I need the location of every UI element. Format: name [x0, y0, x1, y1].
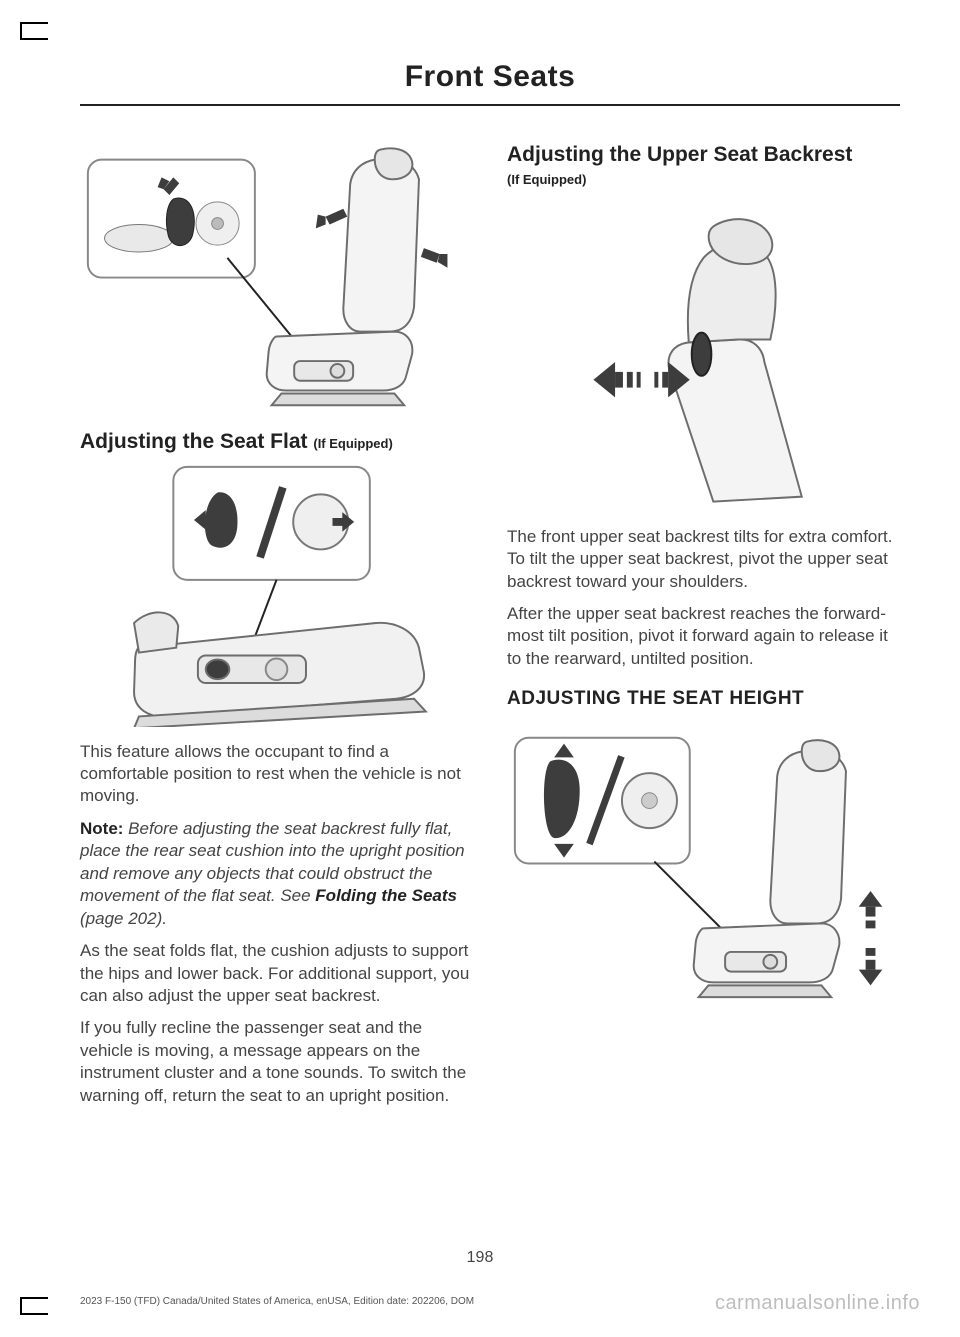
heading-seat-flat-ifequipped: (If Equipped) — [313, 436, 392, 451]
content-columns: Adjusting the Seat Flat (If Equipped) — [80, 134, 900, 1117]
edition-footer: 2023 F-150 (TFD) Canada/United States of… — [80, 1296, 474, 1307]
binding-mark-bottom — [20, 1297, 48, 1315]
note-flat: Note: Before adjusting the seat backrest… — [80, 818, 473, 930]
figure-seat-height — [507, 724, 900, 1019]
paragraph-recline-warning: If you fully recline the passenger seat … — [80, 1017, 473, 1107]
note-body-post: (page 202). — [80, 909, 167, 928]
heading-upper-backrest: Adjusting the Upper Seat Backrest — [507, 142, 900, 168]
right-column: Adjusting the Upper Seat Backrest (If Eq… — [507, 134, 900, 1117]
paragraph-fold-support: As the seat folds flat, the cushion adju… — [80, 940, 473, 1007]
figure-backrest-tilt — [80, 140, 473, 415]
paragraph-flat-intro: This feature allows the occupant to find… — [80, 741, 473, 808]
binding-mark-top — [20, 22, 48, 40]
figure-seat-flat-control — [80, 461, 473, 726]
title-rule — [80, 104, 900, 106]
page: Front Seats — [0, 0, 960, 1337]
heading-seat-flat: Adjusting the Seat Flat (If Equipped) — [80, 429, 473, 455]
heading-upper-backrest-ifequipped: (If Equipped) — [507, 172, 900, 187]
figure-upper-backrest — [507, 197, 900, 511]
paragraph-tilt: The front upper seat backrest tilts for … — [507, 526, 900, 593]
note-link: Folding the Seats — [315, 886, 457, 905]
note-lead: Note: — [80, 819, 123, 838]
page-number: 198 — [0, 1249, 960, 1267]
left-column: Adjusting the Seat Flat (If Equipped) — [80, 134, 473, 1117]
subheading-seat-height: ADJUSTING THE SEAT HEIGHT — [507, 688, 900, 710]
chapter-title: Front Seats — [80, 60, 900, 104]
heading-seat-flat-text: Adjusting the Seat Flat — [80, 430, 308, 453]
watermark: carmanualsonline.info — [715, 1292, 920, 1315]
paragraph-release: After the upper seat backrest reaches th… — [507, 603, 900, 670]
